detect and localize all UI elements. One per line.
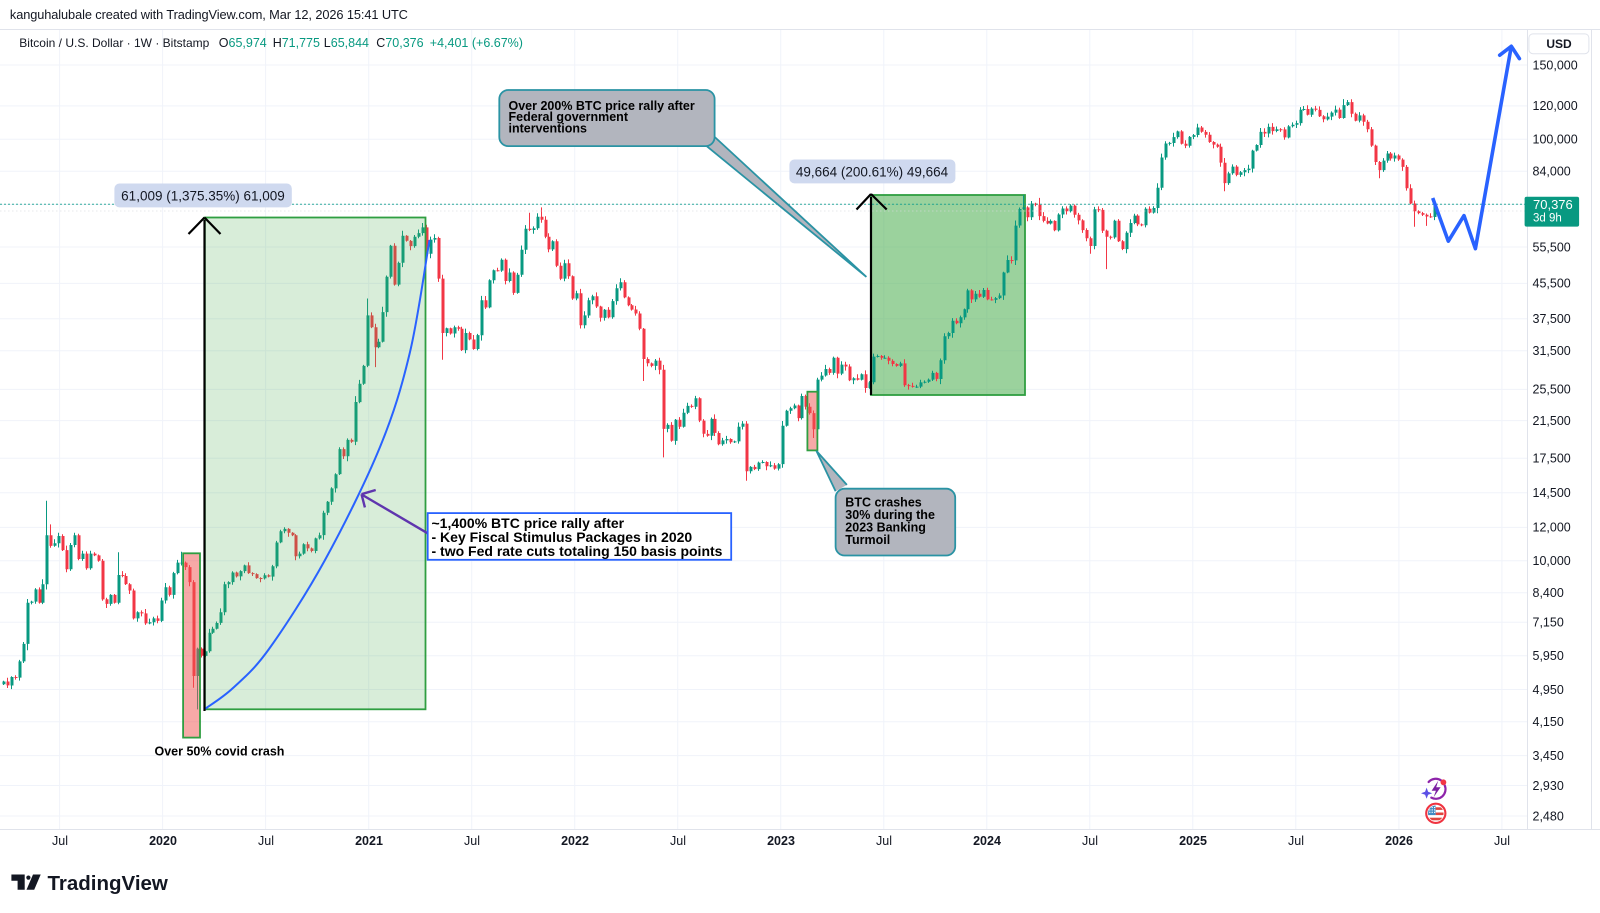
svg-text:2022: 2022 xyxy=(561,834,589,848)
svg-text:Jul: Jul xyxy=(1082,834,1098,848)
svg-text:+4,401 (+6.67%): +4,401 (+6.67%) xyxy=(430,36,523,50)
svg-text:2021: 2021 xyxy=(355,834,383,848)
svg-text:14,500: 14,500 xyxy=(1533,486,1571,500)
svg-text:2023 Banking: 2023 Banking xyxy=(845,521,926,535)
svg-text:49,664 (200.61%) 49,664: 49,664 (200.61%) 49,664 xyxy=(796,164,949,179)
svg-text:2023: 2023 xyxy=(767,834,795,848)
svg-text:Jul: Jul xyxy=(670,834,686,848)
svg-text:- Key Fiscal Stimulus Packages: - Key Fiscal Stimulus Packages in 2020 xyxy=(432,529,693,545)
svg-text:4,950: 4,950 xyxy=(1533,683,1564,697)
svg-text:Jul: Jul xyxy=(1288,834,1304,848)
svg-text:25,500: 25,500 xyxy=(1533,383,1571,397)
svg-text:7,150: 7,150 xyxy=(1533,616,1564,630)
svg-text:L65,844: L65,844 xyxy=(324,36,369,50)
svg-text:- two Fed rate cuts totaling 1: - two Fed rate cuts totaling 150 basis p… xyxy=(432,543,723,559)
svg-text:2020: 2020 xyxy=(149,834,177,848)
svg-text:30% during the: 30% during the xyxy=(845,508,935,522)
svg-text:3d 9h: 3d 9h xyxy=(1533,213,1562,225)
svg-text:84,000: 84,000 xyxy=(1533,165,1571,179)
svg-text:USD: USD xyxy=(1546,37,1572,51)
svg-text:120,000: 120,000 xyxy=(1533,99,1578,113)
svg-text:~1,400% BTC price rally after: ~1,400% BTC price rally after xyxy=(432,515,625,531)
svg-text:3,450: 3,450 xyxy=(1533,749,1564,763)
svg-text:10,000: 10,000 xyxy=(1533,554,1571,568)
svg-text:45,500: 45,500 xyxy=(1533,277,1571,291)
svg-text:Jul: Jul xyxy=(1494,834,1510,848)
svg-text:BTC crashes: BTC crashes xyxy=(845,495,921,509)
svg-text:Jul: Jul xyxy=(52,834,68,848)
svg-text:17,500: 17,500 xyxy=(1533,452,1571,466)
svg-text:70,376: 70,376 xyxy=(1533,197,1573,212)
svg-text:100,000: 100,000 xyxy=(1533,133,1578,147)
svg-text:interventions: interventions xyxy=(509,122,588,136)
svg-text:55,500: 55,500 xyxy=(1533,240,1571,254)
svg-text:2,930: 2,930 xyxy=(1533,779,1564,793)
svg-text:150,000: 150,000 xyxy=(1533,58,1578,72)
svg-text:12,000: 12,000 xyxy=(1533,521,1571,535)
svg-text:61,009 (1,375.35%) 61,009: 61,009 (1,375.35%) 61,009 xyxy=(121,188,285,203)
svg-text:2024: 2024 xyxy=(973,834,1001,848)
svg-text:Federal government: Federal government xyxy=(509,110,629,124)
svg-text:8,400: 8,400 xyxy=(1533,586,1564,600)
svg-text:Jul: Jul xyxy=(258,834,274,848)
svg-text:Over 50% covid crash: Over 50% covid crash xyxy=(155,745,285,759)
svg-text:Over 200% BTC price rally afte: Over 200% BTC price rally after xyxy=(509,99,695,113)
svg-text:O65,974: O65,974 xyxy=(219,36,267,50)
svg-text:kanguhalubale created with Tra: kanguhalubale created with TradingView.c… xyxy=(10,7,408,22)
svg-text:37,500: 37,500 xyxy=(1533,312,1571,326)
svg-text:5,950: 5,950 xyxy=(1533,649,1564,663)
svg-text:C70,376: C70,376 xyxy=(376,36,423,50)
svg-text:Jul: Jul xyxy=(464,834,480,848)
svg-text:21,500: 21,500 xyxy=(1533,414,1571,428)
svg-text:Jul: Jul xyxy=(876,834,892,848)
svg-text:4,150: 4,150 xyxy=(1533,715,1564,729)
svg-text:2,480: 2,480 xyxy=(1533,809,1564,823)
svg-text:Turmoil: Turmoil xyxy=(845,533,890,547)
svg-text:2026: 2026 xyxy=(1385,834,1413,848)
svg-text:H71,775: H71,775 xyxy=(273,36,320,50)
svg-text:Bitcoin / U.S. Dollar · 1W · B: Bitcoin / U.S. Dollar · 1W · Bitstamp xyxy=(19,36,209,50)
svg-text:TradingView: TradingView xyxy=(48,872,168,895)
svg-text:2025: 2025 xyxy=(1179,834,1207,848)
svg-text:31,500: 31,500 xyxy=(1533,344,1571,358)
